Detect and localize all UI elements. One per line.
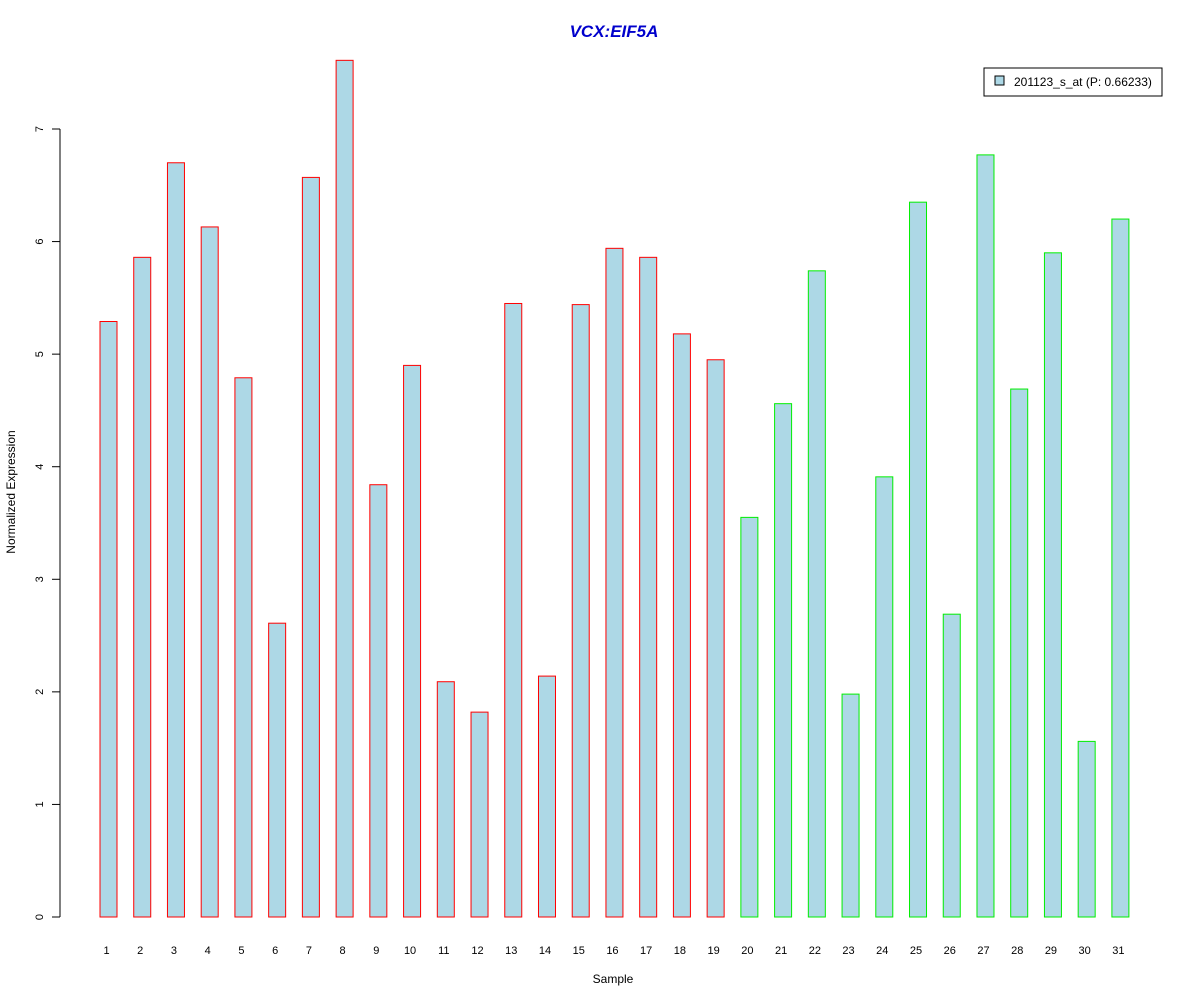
x-tick-label: 16 <box>606 945 618 957</box>
x-tick-label: 13 <box>505 945 517 957</box>
y-tick-label: 4 <box>34 464 46 470</box>
x-tick-label: 21 <box>775 945 787 957</box>
x-tick-label: 11 <box>438 945 449 957</box>
x-tick-label: 15 <box>573 945 585 957</box>
bars-group <box>99 59 1130 918</box>
bar-sample-17 <box>639 256 658 918</box>
bar-sample-13 <box>504 302 523 918</box>
x-tick-label: 25 <box>910 945 922 957</box>
bar-sample-15 <box>571 304 590 918</box>
x-tick-label: 31 <box>1112 945 1124 957</box>
x-tick-label: 19 <box>708 945 720 957</box>
bar-sample-31 <box>1111 218 1130 918</box>
bar-sample-30 <box>1077 740 1096 918</box>
y-tick-label: 5 <box>34 351 46 357</box>
x-tick-label: 3 <box>171 945 177 957</box>
x-tick-label: 27 <box>977 945 989 957</box>
y-tick-label: 1 <box>34 801 46 807</box>
legend-swatch <box>994 75 1005 86</box>
bar-sample-24 <box>875 476 894 918</box>
bar-sample-29 <box>1043 252 1062 918</box>
y-tick-label: 3 <box>34 576 46 582</box>
x-tick-label: 12 <box>471 945 483 957</box>
x-axis-label: Sample <box>593 972 634 986</box>
bar-sample-12 <box>470 711 489 918</box>
bar-sample-2 <box>133 256 152 918</box>
bar-sample-19 <box>706 359 725 918</box>
legend-box <box>983 67 1163 97</box>
bar-sample-16 <box>605 247 624 918</box>
bar-sample-7 <box>301 176 320 918</box>
bar-sample-8 <box>335 59 354 918</box>
x-tick-label: 24 <box>876 945 888 957</box>
x-tick-label: 28 <box>1011 945 1023 957</box>
y-tick-label: 6 <box>34 239 46 245</box>
x-tick-label: 2 <box>137 945 143 957</box>
bar-sample-4 <box>200 226 219 918</box>
x-tick-label: 26 <box>944 945 956 957</box>
x-tick-label: 5 <box>238 945 244 957</box>
bar-sample-22 <box>807 270 826 918</box>
x-tick-label: 7 <box>306 945 312 957</box>
bar-sample-14 <box>537 675 556 918</box>
x-tick-label: 9 <box>373 945 379 957</box>
y-tick-label: 2 <box>34 689 46 695</box>
y-axis: 0 1 2 3 4 5 6 7 <box>34 126 61 920</box>
x-tick-label: 8 <box>340 945 346 957</box>
y-tick-label: 7 <box>34 126 46 132</box>
x-tick-labels: 1 2 3 4 5 6 7 8 9 10 11 12 13 14 15 16 17 18 19 20 21 22 23 24 2… <box>103 945 1124 957</box>
x-tick-label: 30 <box>1079 945 1091 957</box>
x-tick-label: 22 <box>809 945 821 957</box>
bar-sample-9 <box>369 484 388 918</box>
legend-label: 201123_s_at (P: 0.66233) <box>1014 75 1152 89</box>
bar-sample-20 <box>740 516 759 918</box>
bar-sample-21 <box>774 403 793 918</box>
x-tick-label: 10 <box>404 945 416 957</box>
bar-sample-5 <box>234 377 253 918</box>
legend: 201123_s_at (P: 0.66233) <box>983 67 1163 97</box>
x-tick-label: 18 <box>674 945 686 957</box>
bar-sample-28 <box>1010 388 1029 918</box>
bar-sample-26 <box>942 613 961 918</box>
chart-title: VCX:EIF5A <box>570 22 659 41</box>
x-tick-label: 14 <box>539 945 551 957</box>
bar-sample-25 <box>909 201 928 918</box>
x-tick-label: 23 <box>842 945 854 957</box>
x-tick-label: 4 <box>205 945 211 957</box>
x-tick-label: 6 <box>272 945 278 957</box>
bar-sample-23 <box>841 693 860 918</box>
x-tick-label: 29 <box>1045 945 1057 957</box>
bar-sample-6 <box>268 622 287 918</box>
bar-sample-1 <box>99 320 118 918</box>
bar-sample-11 <box>436 681 455 918</box>
x-tick-label: 17 <box>640 945 652 957</box>
y-axis-label: Normalized Expression <box>4 430 18 553</box>
bar-sample-10 <box>403 364 422 918</box>
bar-sample-18 <box>672 333 691 918</box>
bar-sample-3 <box>166 162 185 918</box>
bar-sample-27 <box>976 154 995 918</box>
y-tick-label: 0 <box>34 914 46 920</box>
x-tick-label: 1 <box>103 945 109 957</box>
x-tick-label: 20 <box>741 945 753 957</box>
